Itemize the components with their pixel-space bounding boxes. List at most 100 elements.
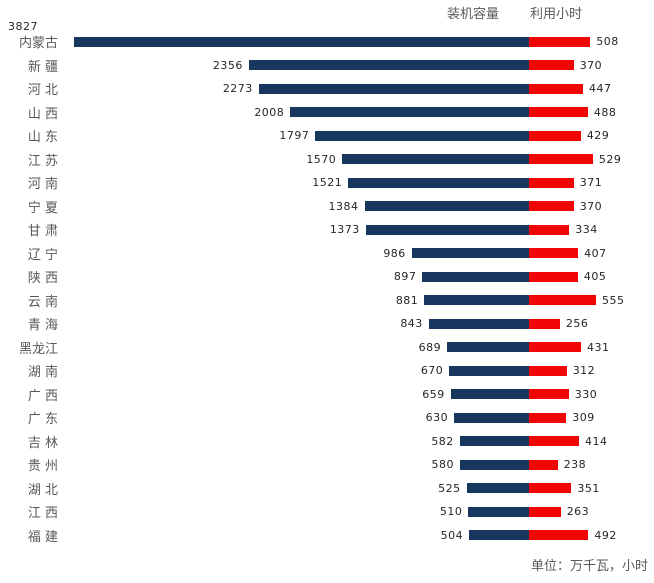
chart-row: 陕 西 897 405 — [0, 265, 654, 289]
chart-row: 贵 州 580 238 — [0, 453, 654, 477]
hours-bar — [529, 271, 578, 282]
hours-value: 370 — [579, 58, 603, 72]
hours-zone: 407 — [529, 242, 654, 266]
hours-value: 508 — [596, 35, 619, 49]
capacity-bar — [348, 177, 529, 188]
hours-value: 263 — [566, 505, 590, 519]
capacity-zone: 843 — [58, 312, 529, 336]
chart-row: 云 南 881 555 — [0, 289, 654, 313]
capacity-value: 1373 — [329, 223, 360, 237]
province-label: 黑龙江 — [18, 341, 58, 357]
capacity-zone: 3827 — [8, 20, 529, 54]
hours-bar — [529, 107, 588, 118]
hours-bar — [529, 248, 579, 259]
capacity-value: 659 — [422, 387, 445, 401]
chart-row: 吉 林 582 414 — [0, 430, 654, 454]
hours-bar — [529, 177, 574, 188]
hours-value: 429 — [586, 129, 610, 143]
chart-row: 辽 宁 986 407 — [0, 242, 654, 266]
chart-row: 内蒙古 3827 508 — [0, 20, 654, 54]
hours-zone: 429 — [529, 124, 654, 148]
province-label: 河 北 — [27, 83, 58, 99]
province-label: 内蒙古 — [18, 36, 58, 52]
hours-value: 488 — [593, 105, 617, 119]
province-label: 湖 南 — [27, 365, 58, 381]
capacity-bar — [424, 295, 529, 306]
chart-row: 广 东 630 309 — [0, 406, 654, 430]
capacity-zone: 1797 — [58, 124, 529, 148]
capacity-zone: 659 — [58, 383, 529, 407]
capacity-bar — [449, 365, 529, 376]
hours-bar — [529, 295, 596, 306]
capacity-zone: 2273 — [58, 77, 529, 101]
chart-row: 福 建 504 492 — [0, 524, 654, 548]
hours-value: 312 — [572, 364, 596, 378]
hours-zone: 351 — [529, 477, 654, 501]
capacity-bar — [468, 506, 529, 517]
province-label: 山 西 — [27, 106, 58, 122]
hours-value: 407 — [584, 246, 607, 260]
province-label: 广 西 — [27, 388, 58, 404]
hours-zone: 529 — [529, 148, 654, 172]
chart-row: 黑龙江 689 431 — [0, 336, 654, 360]
capacity-value: 525 — [438, 481, 461, 495]
hours-value: 492 — [594, 528, 617, 542]
capacity-bar — [365, 224, 529, 235]
capacity-bar — [428, 318, 529, 329]
capacity-bar — [315, 130, 529, 141]
hours-value: 414 — [585, 434, 608, 448]
capacity-zone: 580 — [58, 453, 529, 477]
capacity-bar — [450, 389, 529, 400]
capacity-bar — [364, 201, 529, 212]
capacity-value: 510 — [439, 505, 463, 519]
chart-row: 湖 南 670 312 — [0, 359, 654, 383]
unit-note: 单位：万千瓦，小时 — [530, 559, 648, 574]
province-label: 云 南 — [27, 294, 58, 310]
chart-row: 湖 北 525 351 — [0, 477, 654, 501]
hours-bar — [529, 83, 583, 94]
legend-hours-label: 利用小时 — [530, 7, 583, 22]
hours-zone: 334 — [529, 218, 654, 242]
hours-bar — [529, 459, 558, 470]
capacity-zone: 504 — [58, 524, 529, 548]
chart-row: 山 东 1797 429 — [0, 124, 654, 148]
capacity-bar — [74, 36, 529, 47]
hours-value: 238 — [563, 458, 587, 472]
chart-row: 河 北 2273 447 — [0, 77, 654, 101]
province-label: 贵 州 — [27, 459, 58, 475]
province-label: 河 南 — [27, 177, 58, 193]
capacity-value: 881 — [395, 293, 419, 307]
chart-row: 山 西 2008 488 — [0, 101, 654, 125]
capacity-value: 580 — [431, 458, 454, 472]
chart-row: 青 海 843 256 — [0, 312, 654, 336]
province-label: 甘 肃 — [27, 224, 58, 240]
capacity-zone: 670 — [58, 359, 529, 383]
chart-row: 江 苏 1570 529 — [0, 148, 654, 172]
hours-zone: 309 — [529, 406, 654, 430]
capacity-value: 1797 — [279, 129, 310, 143]
hours-bar — [529, 483, 572, 494]
capacity-zone: 525 — [58, 477, 529, 501]
hours-zone: 238 — [529, 453, 654, 477]
province-label: 江 苏 — [27, 153, 58, 169]
province-label: 辽 宁 — [27, 247, 58, 263]
province-label: 陕 西 — [27, 271, 58, 287]
hours-zone: 370 — [529, 54, 654, 78]
capacity-zone: 2008 — [58, 101, 529, 125]
capacity-bar — [460, 459, 529, 470]
capacity-bar — [459, 436, 529, 447]
capacity-bar — [454, 412, 529, 423]
hours-value: 370 — [579, 199, 603, 213]
province-label: 福 建 — [27, 529, 58, 545]
province-label: 宁 夏 — [27, 200, 58, 216]
hours-value: 431 — [587, 340, 610, 354]
hours-bar — [529, 342, 581, 353]
hours-bar — [529, 530, 589, 541]
hours-bar — [529, 201, 574, 212]
hours-zone: 492 — [529, 524, 654, 548]
hours-bar — [529, 154, 593, 165]
province-label: 江 西 — [27, 506, 58, 522]
hours-value: 555 — [602, 293, 625, 307]
capacity-zone: 689 — [58, 336, 529, 360]
